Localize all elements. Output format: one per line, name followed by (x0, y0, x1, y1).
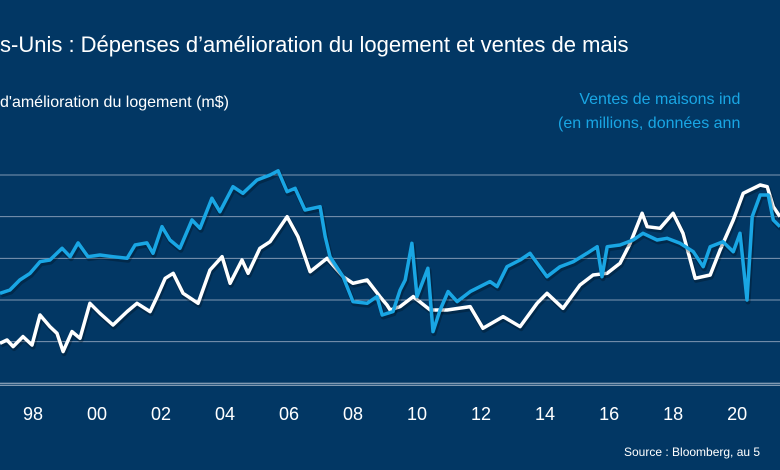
right-axis-label: Ventes de maisons ind (en millions, donn… (558, 88, 740, 136)
x-tick-label: 98 (23, 404, 43, 424)
x-tick-label: 08 (343, 404, 363, 424)
left-axis-label: d'amélioration du logement (m$) (0, 94, 229, 111)
x-tick-label: 00 (87, 404, 107, 424)
series-line-home_improvement (0, 183, 780, 354)
x-tick-labels: 98 00 02 04 06 08 10 12 14 16 18 20 (23, 404, 747, 424)
right-axis-label-line-1: Ventes de maisons ind (579, 91, 741, 108)
series-line-shadow-home_improvement (0, 184, 780, 357)
chart-title: s-Unis : Dépenses d’amélioration du loge… (0, 32, 629, 57)
series-lines (0, 169, 780, 357)
x-tick-label: 20 (727, 404, 747, 424)
x-tick-label: 10 (407, 404, 427, 424)
x-tick-label: 14 (535, 404, 555, 424)
x-tick-label: 04 (215, 404, 235, 424)
x-tick-label: 18 (663, 404, 683, 424)
right-axis-label-line-2: (en millions, données ann (558, 115, 741, 132)
x-tick-label: 12 (471, 404, 491, 424)
gridlines (0, 174, 780, 386)
series-line-home_sales (0, 169, 780, 334)
x-tick-label: 06 (279, 404, 299, 424)
x-tick-label: 02 (151, 404, 171, 424)
source-note: Source : Bloomberg, au 5 (624, 445, 761, 459)
x-tick-label: 16 (599, 404, 619, 424)
